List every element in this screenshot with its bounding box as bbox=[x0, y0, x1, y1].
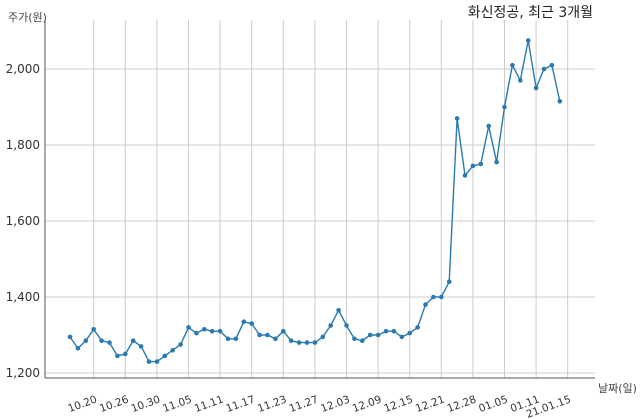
data-point bbox=[470, 163, 476, 169]
data-point bbox=[399, 334, 405, 340]
x-tick-label: 11.17 bbox=[224, 394, 256, 416]
data-point bbox=[225, 336, 231, 342]
y-tick-labels: 1,200 1,400 1,600 1,800 2,000 bbox=[6, 62, 40, 380]
data-point bbox=[138, 344, 144, 349]
data-point bbox=[549, 62, 555, 68]
x-tick-label: 12.28 bbox=[446, 394, 478, 416]
data-point bbox=[304, 340, 310, 345]
x-tick-label: 12.09 bbox=[351, 394, 383, 416]
y-axis-label: 주가(원) bbox=[8, 11, 47, 24]
x-tick-label: 11.27 bbox=[288, 394, 320, 416]
data-point bbox=[146, 359, 152, 364]
data-point bbox=[67, 334, 73, 340]
y-tick-label: 1,400 bbox=[6, 290, 40, 304]
data-point bbox=[281, 328, 286, 334]
data-point bbox=[486, 123, 492, 129]
data-point bbox=[439, 294, 444, 300]
x-tick-label: 12.15 bbox=[382, 394, 414, 416]
data-point bbox=[217, 328, 223, 334]
chart-title: 화신정공, 최근 3개월 bbox=[468, 5, 593, 21]
y-tick-label: 1,600 bbox=[6, 214, 40, 228]
data-point bbox=[494, 159, 499, 165]
data-point bbox=[154, 359, 160, 364]
data-point bbox=[352, 336, 357, 342]
data-point bbox=[83, 338, 89, 344]
axis-layer bbox=[44, 20, 595, 379]
data-point bbox=[312, 340, 318, 345]
grid-layer bbox=[45, 20, 595, 378]
x-tick-label: 10.30 bbox=[130, 394, 162, 416]
x-tick-label: 10.26 bbox=[98, 393, 131, 415]
data-point bbox=[462, 173, 468, 178]
data-point bbox=[233, 336, 239, 342]
data-point bbox=[75, 346, 81, 351]
y-tick-label: 2,000 bbox=[6, 62, 40, 76]
series-layer bbox=[67, 38, 563, 364]
x-tick-label: 11.05 bbox=[161, 394, 193, 416]
data-point bbox=[257, 332, 262, 338]
data-point bbox=[407, 330, 413, 336]
y-tick-label: 1,200 bbox=[6, 366, 40, 380]
data-point bbox=[273, 336, 278, 342]
data-point bbox=[391, 328, 397, 334]
data-point bbox=[344, 323, 349, 328]
x-tick-labels: 10.20 10.26 10.30 11.05 11.11 11.17 11.23 11.27… bbox=[66, 393, 572, 419]
data-point bbox=[525, 38, 531, 43]
data-point bbox=[178, 342, 183, 347]
data-point bbox=[320, 334, 326, 340]
data-point bbox=[423, 302, 428, 307]
x-tick-label: 11.23 bbox=[256, 394, 288, 416]
data-point bbox=[265, 332, 270, 338]
x-tick-label: 01.05 bbox=[477, 394, 509, 416]
data-point bbox=[194, 330, 199, 336]
x-tick-label: 12.03 bbox=[319, 394, 351, 416]
data-point bbox=[557, 99, 563, 104]
data-point bbox=[431, 294, 436, 300]
x-tick-label: 10.20 bbox=[66, 394, 98, 416]
data-point bbox=[375, 332, 381, 338]
data-point bbox=[241, 319, 247, 325]
data-point bbox=[478, 161, 484, 167]
data-point bbox=[296, 340, 302, 345]
data-point bbox=[502, 104, 507, 110]
x-tick-label: 12.21 bbox=[414, 394, 446, 416]
x-tick-label: 11.11 bbox=[193, 394, 225, 416]
data-point bbox=[518, 78, 523, 83]
data-point bbox=[328, 323, 334, 328]
data-point bbox=[115, 353, 120, 359]
data-point bbox=[446, 279, 452, 285]
y-tick-label: 1,800 bbox=[6, 138, 40, 152]
data-point bbox=[541, 66, 547, 72]
data-point bbox=[249, 321, 254, 326]
data-point bbox=[288, 338, 294, 344]
data-point bbox=[107, 340, 112, 345]
data-point bbox=[130, 338, 136, 344]
data-point bbox=[367, 332, 373, 338]
data-point bbox=[202, 327, 207, 332]
data-point bbox=[162, 353, 168, 359]
data-point bbox=[454, 116, 460, 121]
x-axis-label: 날짜(일) bbox=[598, 381, 637, 395]
data-point bbox=[415, 325, 420, 330]
data-point bbox=[533, 85, 539, 91]
data-point bbox=[186, 325, 191, 330]
data-point bbox=[510, 62, 515, 68]
data-point bbox=[360, 338, 365, 344]
data-point bbox=[209, 328, 215, 334]
data-point bbox=[91, 327, 96, 332]
data-point bbox=[123, 351, 128, 357]
data-point bbox=[99, 338, 104, 344]
data-point bbox=[336, 308, 341, 313]
data-point bbox=[383, 328, 389, 334]
data-point bbox=[170, 347, 175, 353]
